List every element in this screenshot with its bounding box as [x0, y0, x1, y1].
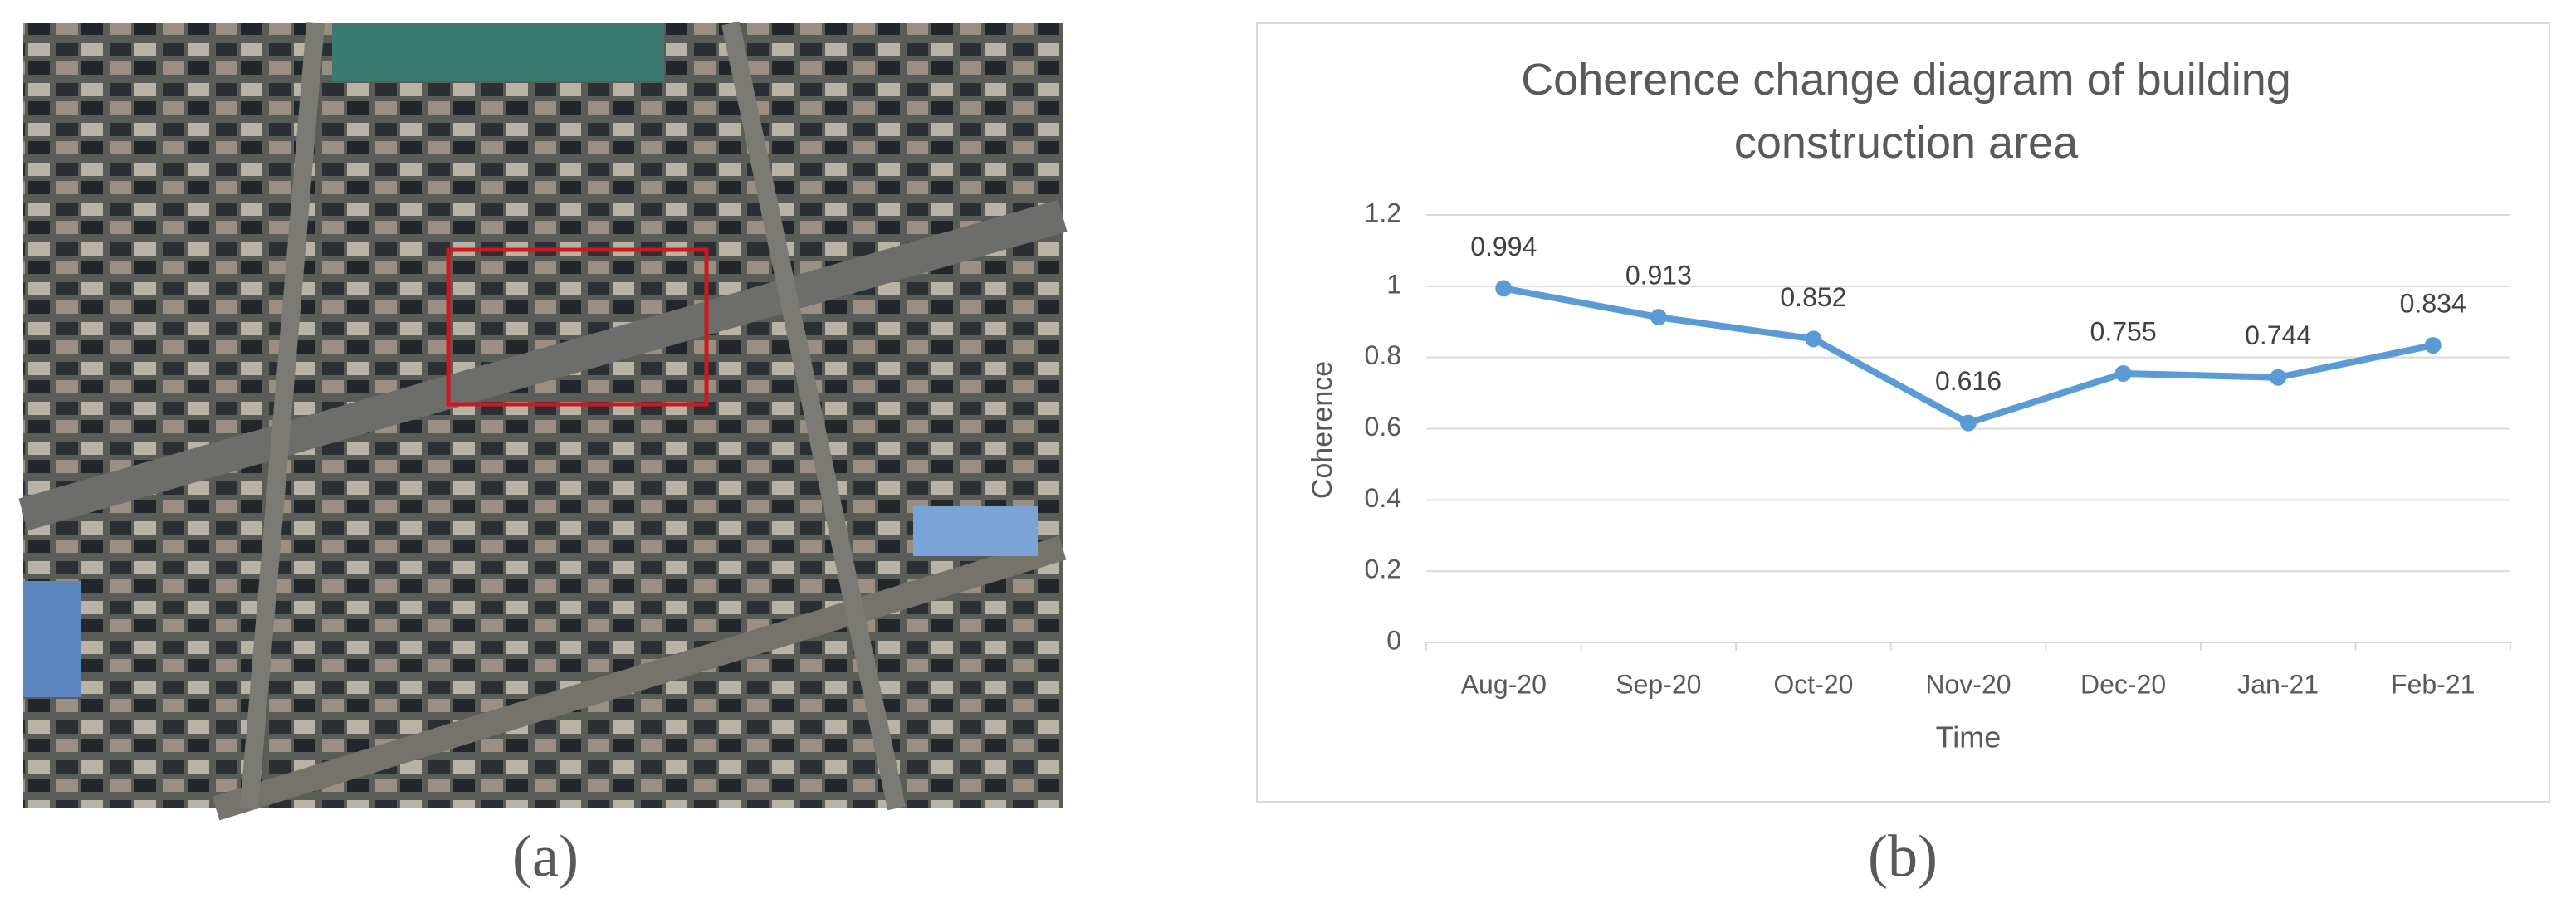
highlight-box [446, 247, 709, 407]
y-tick-label: 0.2 [1365, 554, 1401, 584]
y-tick-label: 0.4 [1365, 483, 1401, 513]
data-label: 0.994 [1470, 232, 1537, 261]
marker [1960, 414, 1977, 432]
chart-frame [1256, 22, 2550, 803]
panel-label: (b) [1868, 823, 1938, 890]
marker [1650, 309, 1667, 326]
marker [2424, 337, 2442, 354]
data-label: 0.834 [2400, 289, 2466, 319]
x-tick-label: Jan-21 [2237, 669, 2319, 699]
y-tick-label: 1 [1386, 269, 1401, 299]
x-tick-label: Aug-20 [1461, 669, 1547, 699]
data-label: 0.744 [2245, 320, 2311, 350]
satellite-image [18, 21, 1068, 821]
marker [2270, 369, 2287, 386]
marker [1495, 280, 1513, 297]
marker [1805, 330, 1822, 348]
x-axis-label: Time [1936, 720, 2002, 754]
y-axis-label: Coherence [1307, 361, 1338, 499]
data-label: 0.913 [1625, 261, 1692, 290]
x-tick-label: Nov-20 [1925, 669, 2011, 699]
x-tick-label: Feb-21 [2391, 669, 2475, 699]
y-tick-label: 0 [1386, 625, 1401, 655]
chart-title: Coherence change diagram of building con… [1521, 55, 2291, 168]
y-tick-label: 1.2 [1365, 198, 1401, 227]
y-tick-label: 0.8 [1365, 340, 1401, 370]
x-tick-label: Sep-20 [1615, 669, 1701, 699]
y-tick-label: 0.6 [1365, 412, 1401, 442]
data-label: 0.616 [1935, 366, 2002, 396]
marker [2114, 364, 2132, 382]
x-tick-label: Oct-20 [1773, 669, 1853, 699]
data-label: 0.852 [1780, 282, 1846, 312]
data-label: 0.755 [2090, 316, 2157, 346]
x-tick-label: Dec-20 [2080, 669, 2166, 699]
panel-label: (a) [512, 823, 579, 890]
